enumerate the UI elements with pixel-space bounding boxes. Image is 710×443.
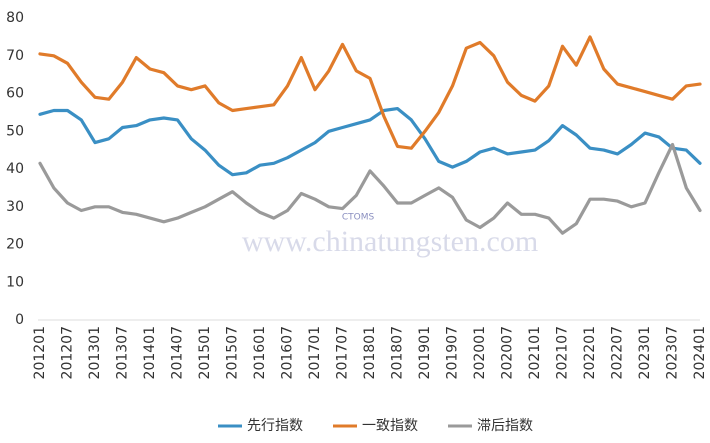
x-tick-label: 202401 [692, 326, 708, 379]
x-tick-label: 201607 [280, 326, 296, 379]
x-tick-label: 202307 [665, 326, 681, 379]
legend-label: 先行指数 [247, 418, 303, 434]
y-tick-label: 60 [6, 86, 24, 102]
legend-label: 滞后指数 [477, 418, 533, 434]
x-tick-label: 201307 [115, 326, 131, 379]
series-line [38, 35, 702, 150]
x-tick-label: 201707 [335, 326, 351, 379]
x-tick-label: 202107 [555, 326, 571, 379]
x-tick-label: 201701 [307, 326, 323, 379]
x-tick-label: 201301 [87, 326, 103, 379]
series-line [38, 107, 702, 177]
x-tick-label: 201407 [170, 326, 186, 379]
watermark-logo: CTOMS [342, 213, 375, 223]
x-tick-label: 202101 [527, 326, 543, 379]
legend-label: 一致指数 [362, 418, 418, 434]
y-tick-label: 50 [6, 123, 24, 139]
y-tick-label: 10 [6, 274, 24, 290]
x-tick-label: 201401 [142, 326, 158, 379]
y-tick-label: 70 [6, 48, 24, 64]
x-tick-label: 201501 [197, 326, 213, 379]
y-tick-label: 20 [6, 237, 24, 253]
x-tick-label: 201801 [362, 326, 378, 379]
x-tick-label: 202207 [610, 326, 626, 379]
x-tick-label: 202301 [637, 326, 653, 379]
x-tick-label: 201807 [390, 326, 406, 379]
y-tick-label: 80 [6, 10, 24, 26]
x-tick-label: 202007 [500, 326, 516, 379]
y-tick-label: 30 [6, 199, 24, 215]
y-tick-label: 0 [15, 312, 24, 328]
x-tick-label: 201201 [32, 326, 48, 379]
x-tick-label: 201207 [60, 326, 76, 379]
y-tick-label: 40 [6, 161, 24, 177]
series-line [38, 142, 702, 235]
x-tick-label: 201601 [252, 326, 268, 379]
x-tick-label: 201901 [417, 326, 433, 379]
x-tick-label: 201507 [225, 326, 241, 379]
x-tick-label: 202201 [582, 326, 598, 379]
watermark: www.chinatungsten.com [242, 225, 538, 258]
x-tick-label: 201907 [445, 326, 461, 379]
x-tick-label: 202001 [472, 326, 488, 379]
